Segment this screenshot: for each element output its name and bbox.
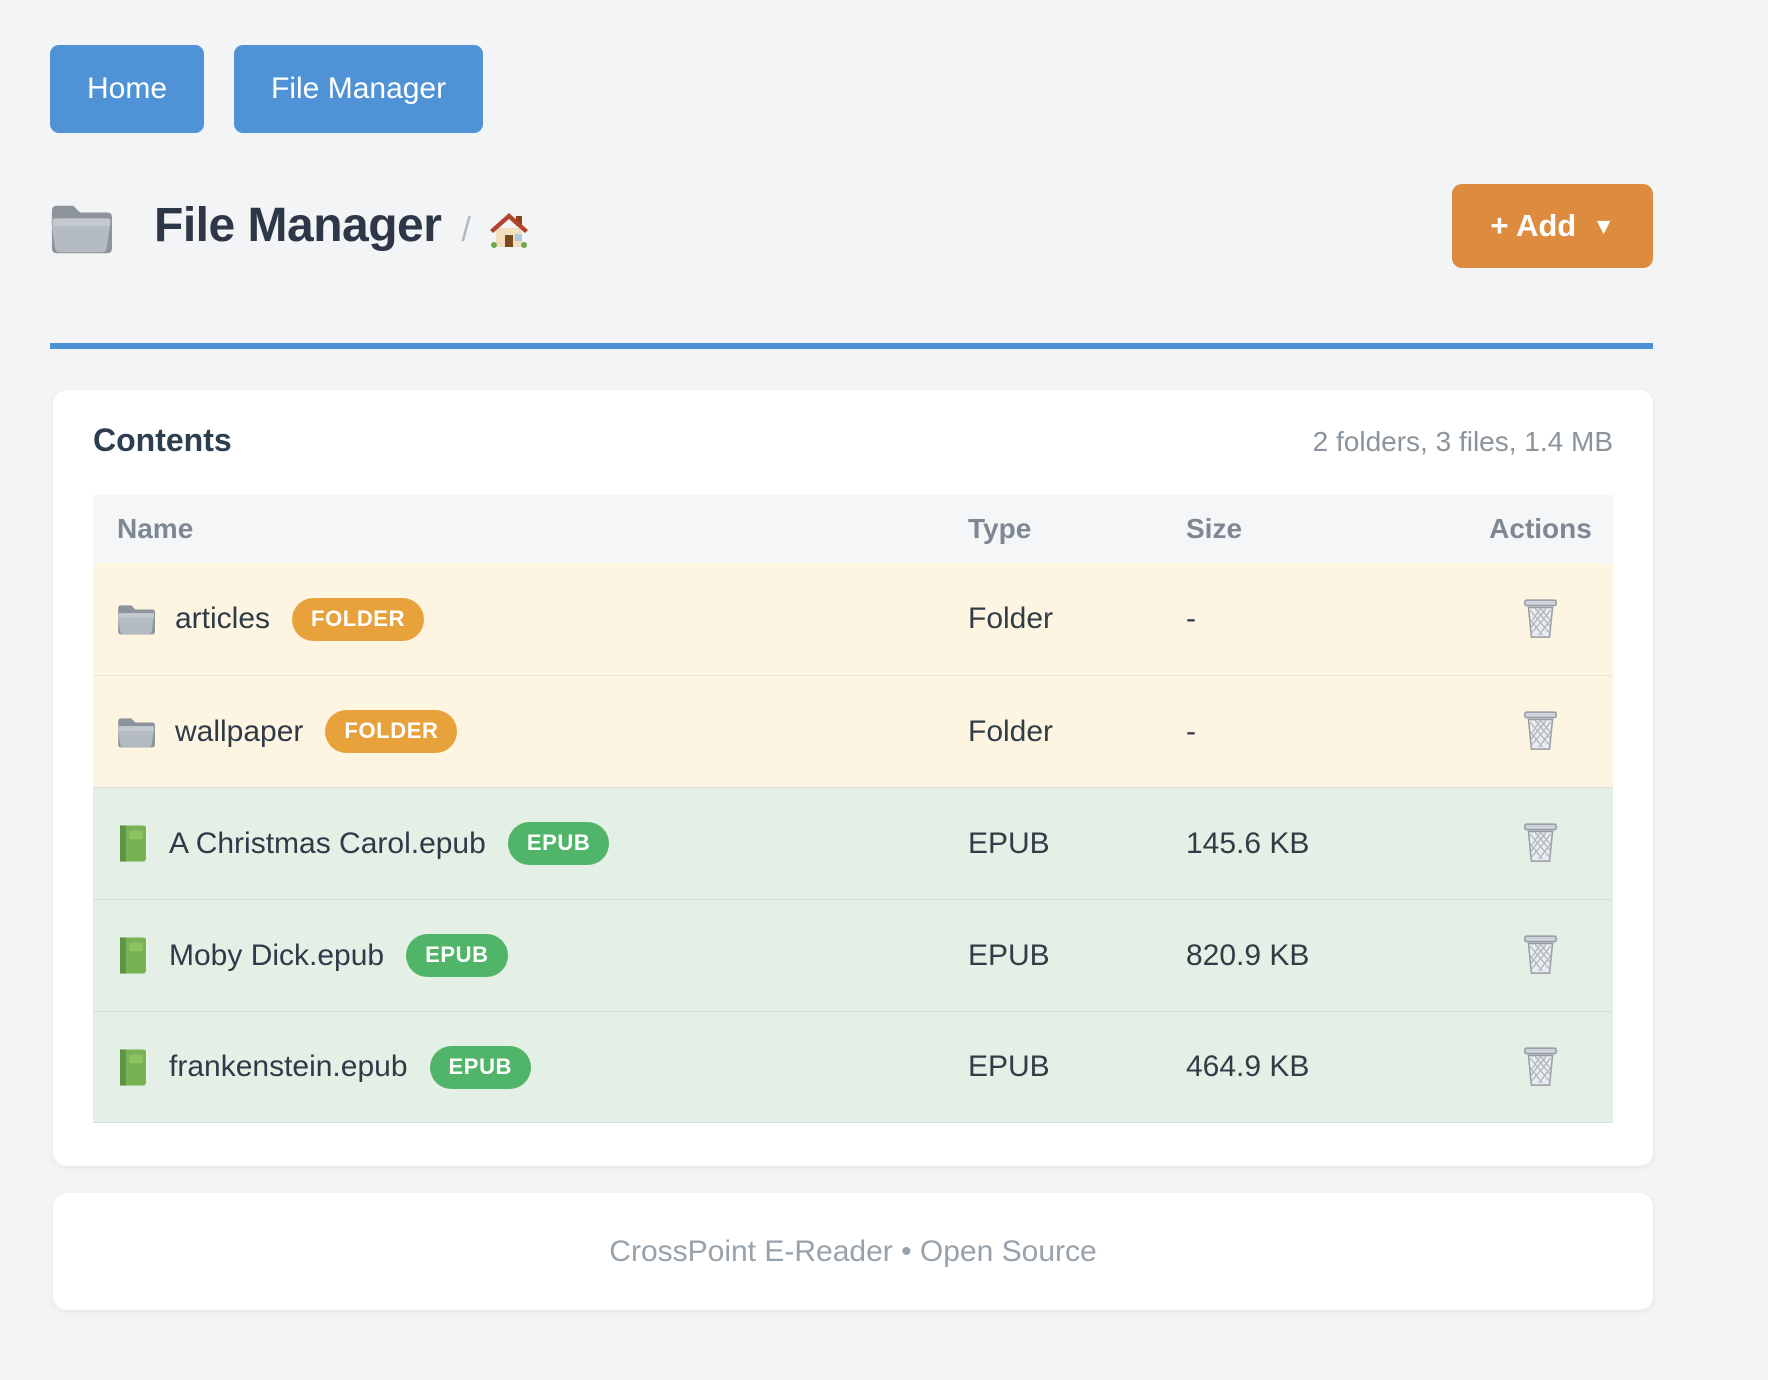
title-underline bbox=[50, 343, 1653, 349]
folder-icon bbox=[117, 716, 155, 748]
files-table: Name Type Size Actions articles FOLDER F… bbox=[93, 495, 1613, 1123]
add-button-label: + Add bbox=[1490, 208, 1577, 243]
delete-button[interactable] bbox=[1518, 818, 1563, 869]
trash-icon bbox=[1522, 823, 1559, 868]
file-name: frankenstein.epub bbox=[169, 1050, 408, 1083]
file-name: articles bbox=[175, 602, 271, 635]
type-cell: EPUB bbox=[968, 938, 1050, 972]
contents-card: Contents 2 folders, 3 files, 1.4 MB Name… bbox=[53, 390, 1653, 1166]
column-header-actions: Actions bbox=[1489, 513, 1592, 544]
type-cell: Folder bbox=[968, 602, 1054, 635]
nav-button-file-manager[interactable]: File Manager bbox=[234, 45, 484, 133]
house-icon bbox=[489, 213, 529, 252]
breadcrumb-home-link[interactable] bbox=[489, 211, 529, 249]
breadcrumb-separator: / bbox=[461, 210, 471, 249]
table-header-row: Name Type Size Actions bbox=[93, 495, 1613, 563]
table-row[interactable]: A Christmas Carol.epub EPUB EPUB 145.6 K… bbox=[93, 787, 1613, 899]
file-name: wallpaper bbox=[175, 714, 304, 748]
delete-button[interactable] bbox=[1518, 1042, 1563, 1093]
file-name: Moby Dick.epub bbox=[169, 938, 385, 972]
table-row[interactable]: Moby Dick.epub EPUB EPUB 820.9 KB bbox=[93, 899, 1613, 1011]
footer-text: CrossPoint E-Reader • Open Source bbox=[609, 1234, 1097, 1268]
trash-icon bbox=[1522, 711, 1559, 756]
nav-button-home[interactable]: Home bbox=[50, 45, 205, 133]
page-header: File Manager / + Add ▼ bbox=[50, 182, 1653, 268]
trash-icon bbox=[1522, 598, 1559, 644]
column-header-type: Type bbox=[968, 513, 1032, 544]
table-row[interactable]: frankenstein.epub EPUB EPUB 464.9 KB bbox=[93, 1011, 1613, 1123]
table-row[interactable]: articles FOLDER Folder - bbox=[93, 563, 1613, 675]
size-cell: 464.9 KB bbox=[1186, 1050, 1310, 1083]
delete-button[interactable] bbox=[1518, 930, 1563, 981]
contents-heading: Contents bbox=[93, 422, 232, 458]
breadcrumb: Home File Manager bbox=[50, 45, 484, 133]
delete-button[interactable] bbox=[1518, 594, 1563, 645]
add-button[interactable]: + Add ▼ bbox=[1452, 184, 1653, 268]
table-row[interactable]: wallpaper FOLDER Folder - bbox=[93, 675, 1613, 787]
size-cell: - bbox=[1186, 602, 1196, 635]
column-header-size: Size bbox=[1186, 513, 1243, 544]
book-icon bbox=[117, 1048, 149, 1087]
page-title: File Manager bbox=[154, 198, 442, 252]
type-badge: FOLDER bbox=[292, 597, 425, 641]
delete-button[interactable] bbox=[1518, 706, 1563, 757]
type-cell: Folder bbox=[968, 714, 1054, 748]
contents-summary: 2 folders, 3 files, 1.4 MB bbox=[1312, 426, 1613, 457]
type-badge: FOLDER bbox=[325, 710, 458, 753]
type-cell: EPUB bbox=[968, 826, 1050, 860]
folder-icon bbox=[117, 603, 155, 635]
file-name: A Christmas Carol.epub bbox=[169, 826, 486, 860]
size-cell: 820.9 KB bbox=[1186, 938, 1310, 972]
trash-icon bbox=[1522, 1046, 1559, 1092]
trash-icon bbox=[1522, 935, 1559, 980]
book-icon bbox=[117, 936, 149, 975]
type-badge: EPUB bbox=[406, 934, 508, 977]
size-cell: 145.6 KB bbox=[1186, 826, 1310, 860]
table-body: articles FOLDER Folder - wallpaper FOLDE… bbox=[93, 563, 1613, 1123]
caret-down-icon: ▼ bbox=[1592, 212, 1615, 239]
size-cell: - bbox=[1186, 714, 1196, 748]
type-badge: EPUB bbox=[429, 1045, 532, 1089]
book-icon bbox=[117, 824, 149, 863]
type-badge: EPUB bbox=[507, 822, 610, 865]
column-header-name: Name bbox=[117, 513, 194, 544]
footer: CrossPoint E-Reader • Open Source bbox=[53, 1193, 1653, 1310]
type-cell: EPUB bbox=[968, 1050, 1050, 1083]
folder-icon bbox=[50, 194, 112, 256]
